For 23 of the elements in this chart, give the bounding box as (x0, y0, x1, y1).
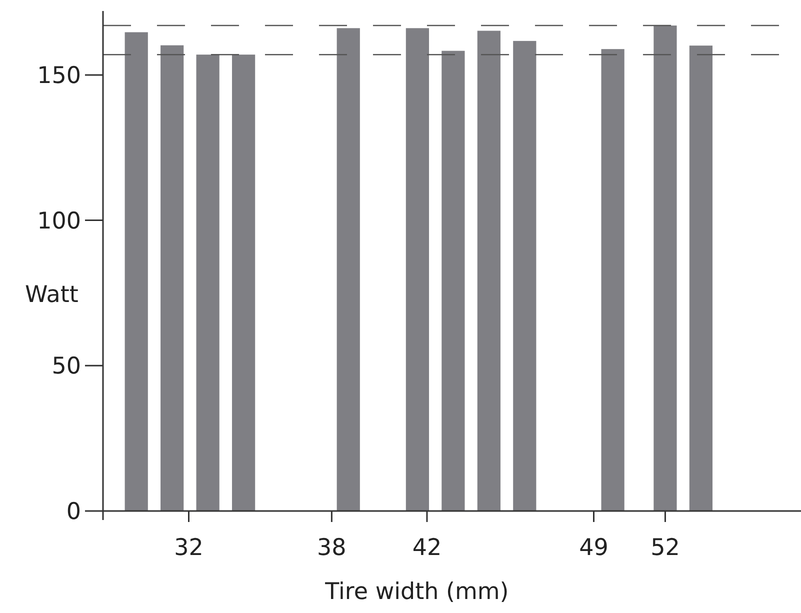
y-axis-title: Watt (25, 282, 78, 308)
x-tick-label: 52 (650, 535, 680, 561)
x-tick-label: 42 (412, 535, 442, 561)
bar (689, 46, 712, 511)
bar (442, 50, 465, 511)
x-tick-label: 38 (317, 535, 346, 561)
x-axis-title: Tire width (mm) (324, 579, 509, 605)
bar (160, 45, 184, 511)
y-tick-label: 150 (37, 63, 81, 90)
bar (654, 26, 677, 511)
bar (513, 40, 536, 511)
y-tick-label: 50 (52, 354, 81, 380)
bar (232, 54, 256, 511)
bar (336, 28, 360, 511)
bar (124, 32, 148, 511)
bar (406, 28, 430, 511)
bar (601, 49, 624, 511)
x-tick-label: 32 (174, 535, 204, 561)
y-tick-label: 100 (37, 208, 81, 234)
bar (477, 30, 500, 511)
bar (196, 54, 220, 511)
x-tick-label: 49 (579, 535, 608, 561)
y-tick-label: 0 (66, 499, 81, 526)
